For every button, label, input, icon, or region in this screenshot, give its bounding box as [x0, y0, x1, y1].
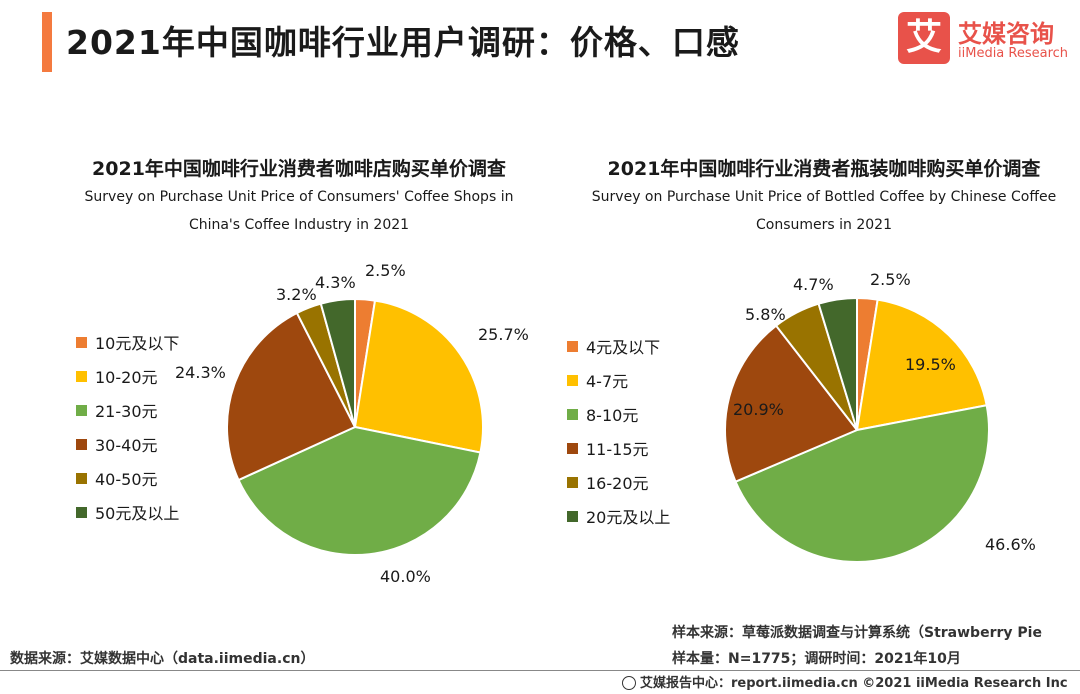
logo-text-cn: 艾媒咨询: [958, 20, 1054, 48]
legend-label: 11-15元: [586, 440, 649, 459]
iimedia-logo: 艾 艾媒咨询 iiMedia Research: [898, 12, 1078, 68]
legend-label: 50元及以上: [95, 504, 180, 523]
chart2-data-label-2: 19.5%: [905, 355, 956, 374]
legend-item: 4元及以下: [567, 329, 670, 363]
legend-item: 11-15元: [567, 431, 670, 465]
legend-item: 40-50元: [76, 461, 179, 495]
legend-swatch: [567, 408, 578, 420]
chart2-slice-4: [724, 324, 859, 483]
chart1-data-label-3: 40.0%: [380, 567, 431, 586]
chart2-data-label-5: 5.8%: [745, 305, 786, 324]
chart1-subtitle: Survey on Purchase Unit Price of Consume…: [84, 189, 514, 233]
data-source-note: 数据来源：艾媒数据中心（data.iimedia.cn）: [10, 651, 315, 667]
chart2-subtitle: Survey on Purchase Unit Price of Bottled…: [591, 189, 1057, 233]
chart1-slice-3: [237, 425, 482, 556]
legend-swatch: [76, 404, 87, 416]
legend-swatch: [567, 442, 578, 454]
chart1-data-label-1: 2.5%: [365, 261, 406, 280]
legend-item: 21-30元: [76, 393, 179, 427]
report-center-text: 艾媒报告中心：report.iimedia.cn ©2021 iiMedia R…: [640, 676, 1068, 691]
chart1-data-label-2: 25.7%: [478, 325, 529, 344]
legend-swatch: [76, 506, 87, 518]
page-title: 2021年中国咖啡行业用户调研：价格、口感: [66, 23, 740, 62]
legend-item: 10元及以下: [76, 325, 179, 359]
legend-swatch: [76, 472, 87, 484]
legend-label: 10-20元: [95, 368, 158, 387]
chart1-data-label-6: 4.3%: [315, 273, 356, 292]
chart2-data-label-1: 2.5%: [870, 270, 911, 289]
chart1-data-label-4: 24.3%: [175, 363, 226, 382]
legend-swatch: [567, 510, 578, 522]
chart2-slice-3: [734, 404, 990, 563]
legend-label: 8-10元: [586, 406, 639, 425]
chart1-title: 2021年中国咖啡行业消费者咖啡店购买单价调查: [92, 158, 506, 180]
legend-item: 10-20元: [76, 359, 179, 393]
chart1-slice-6: [319, 297, 356, 428]
legend-item: 30-40元: [76, 427, 179, 461]
legend-swatch: [567, 374, 578, 386]
logo-mark: 艾: [898, 12, 950, 64]
chart1-data-label-5: 3.2%: [276, 285, 317, 304]
chart1-slice-2: [353, 299, 484, 454]
legend-label: 16-20元: [586, 474, 649, 493]
legend-label: 20元及以上: [586, 508, 671, 527]
title-accent-bar: [42, 12, 52, 72]
report-center-note: 艾媒报告中心：report.iimedia.cn ©2021 iiMedia R…: [622, 672, 1068, 691]
chart2-data-label-3: 46.6%: [985, 535, 1036, 554]
chart1-legend: 10元及以下 10-20元 21-30元 30-40元 40-50元 50元及以上: [76, 325, 179, 529]
legend-item: 50元及以上: [76, 495, 179, 529]
legend-item: 20元及以上: [567, 499, 670, 533]
legend-swatch: [76, 336, 87, 348]
legend-label: 4元及以下: [586, 338, 661, 357]
sample-size-note: 样本量：N=1775；调研时间：2021年10月: [672, 651, 961, 667]
legend-swatch: [567, 340, 578, 352]
footer-divider: [0, 670, 1080, 671]
globe-icon: [622, 676, 636, 690]
chart2-legend: 4元及以下 4-7元 8-10元 11-15元 16-20元 20元及以上: [567, 329, 670, 533]
chart2-data-label-4: 20.9%: [733, 400, 784, 419]
legend-label: 10元及以下: [95, 334, 180, 353]
sample-source-note: 样本来源：草莓派数据调查与计算系统（Strawberry Pie: [672, 625, 1042, 641]
legend-label: 30-40元: [95, 436, 158, 455]
legend-label: 40-50元: [95, 470, 158, 489]
legend-item: 8-10元: [567, 397, 670, 431]
legend-item: 16-20元: [567, 465, 670, 499]
chart2-slice-6: [817, 296, 858, 431]
legend-label: 4-7元: [586, 372, 629, 391]
chart2-slice-2: [855, 298, 988, 432]
chart1-slice-4: [226, 311, 357, 482]
legend-swatch: [76, 370, 87, 382]
legend-label: 21-30元: [95, 402, 158, 421]
legend-swatch: [567, 476, 578, 488]
legend-swatch: [76, 438, 87, 450]
legend-item: 4-7元: [567, 363, 670, 397]
logo-text-en: iiMedia Research: [958, 46, 1069, 61]
chart2-data-label-6: 4.7%: [793, 275, 834, 294]
chart2-title: 2021年中国咖啡行业消费者瓶装咖啡购买单价调查: [607, 158, 1041, 180]
